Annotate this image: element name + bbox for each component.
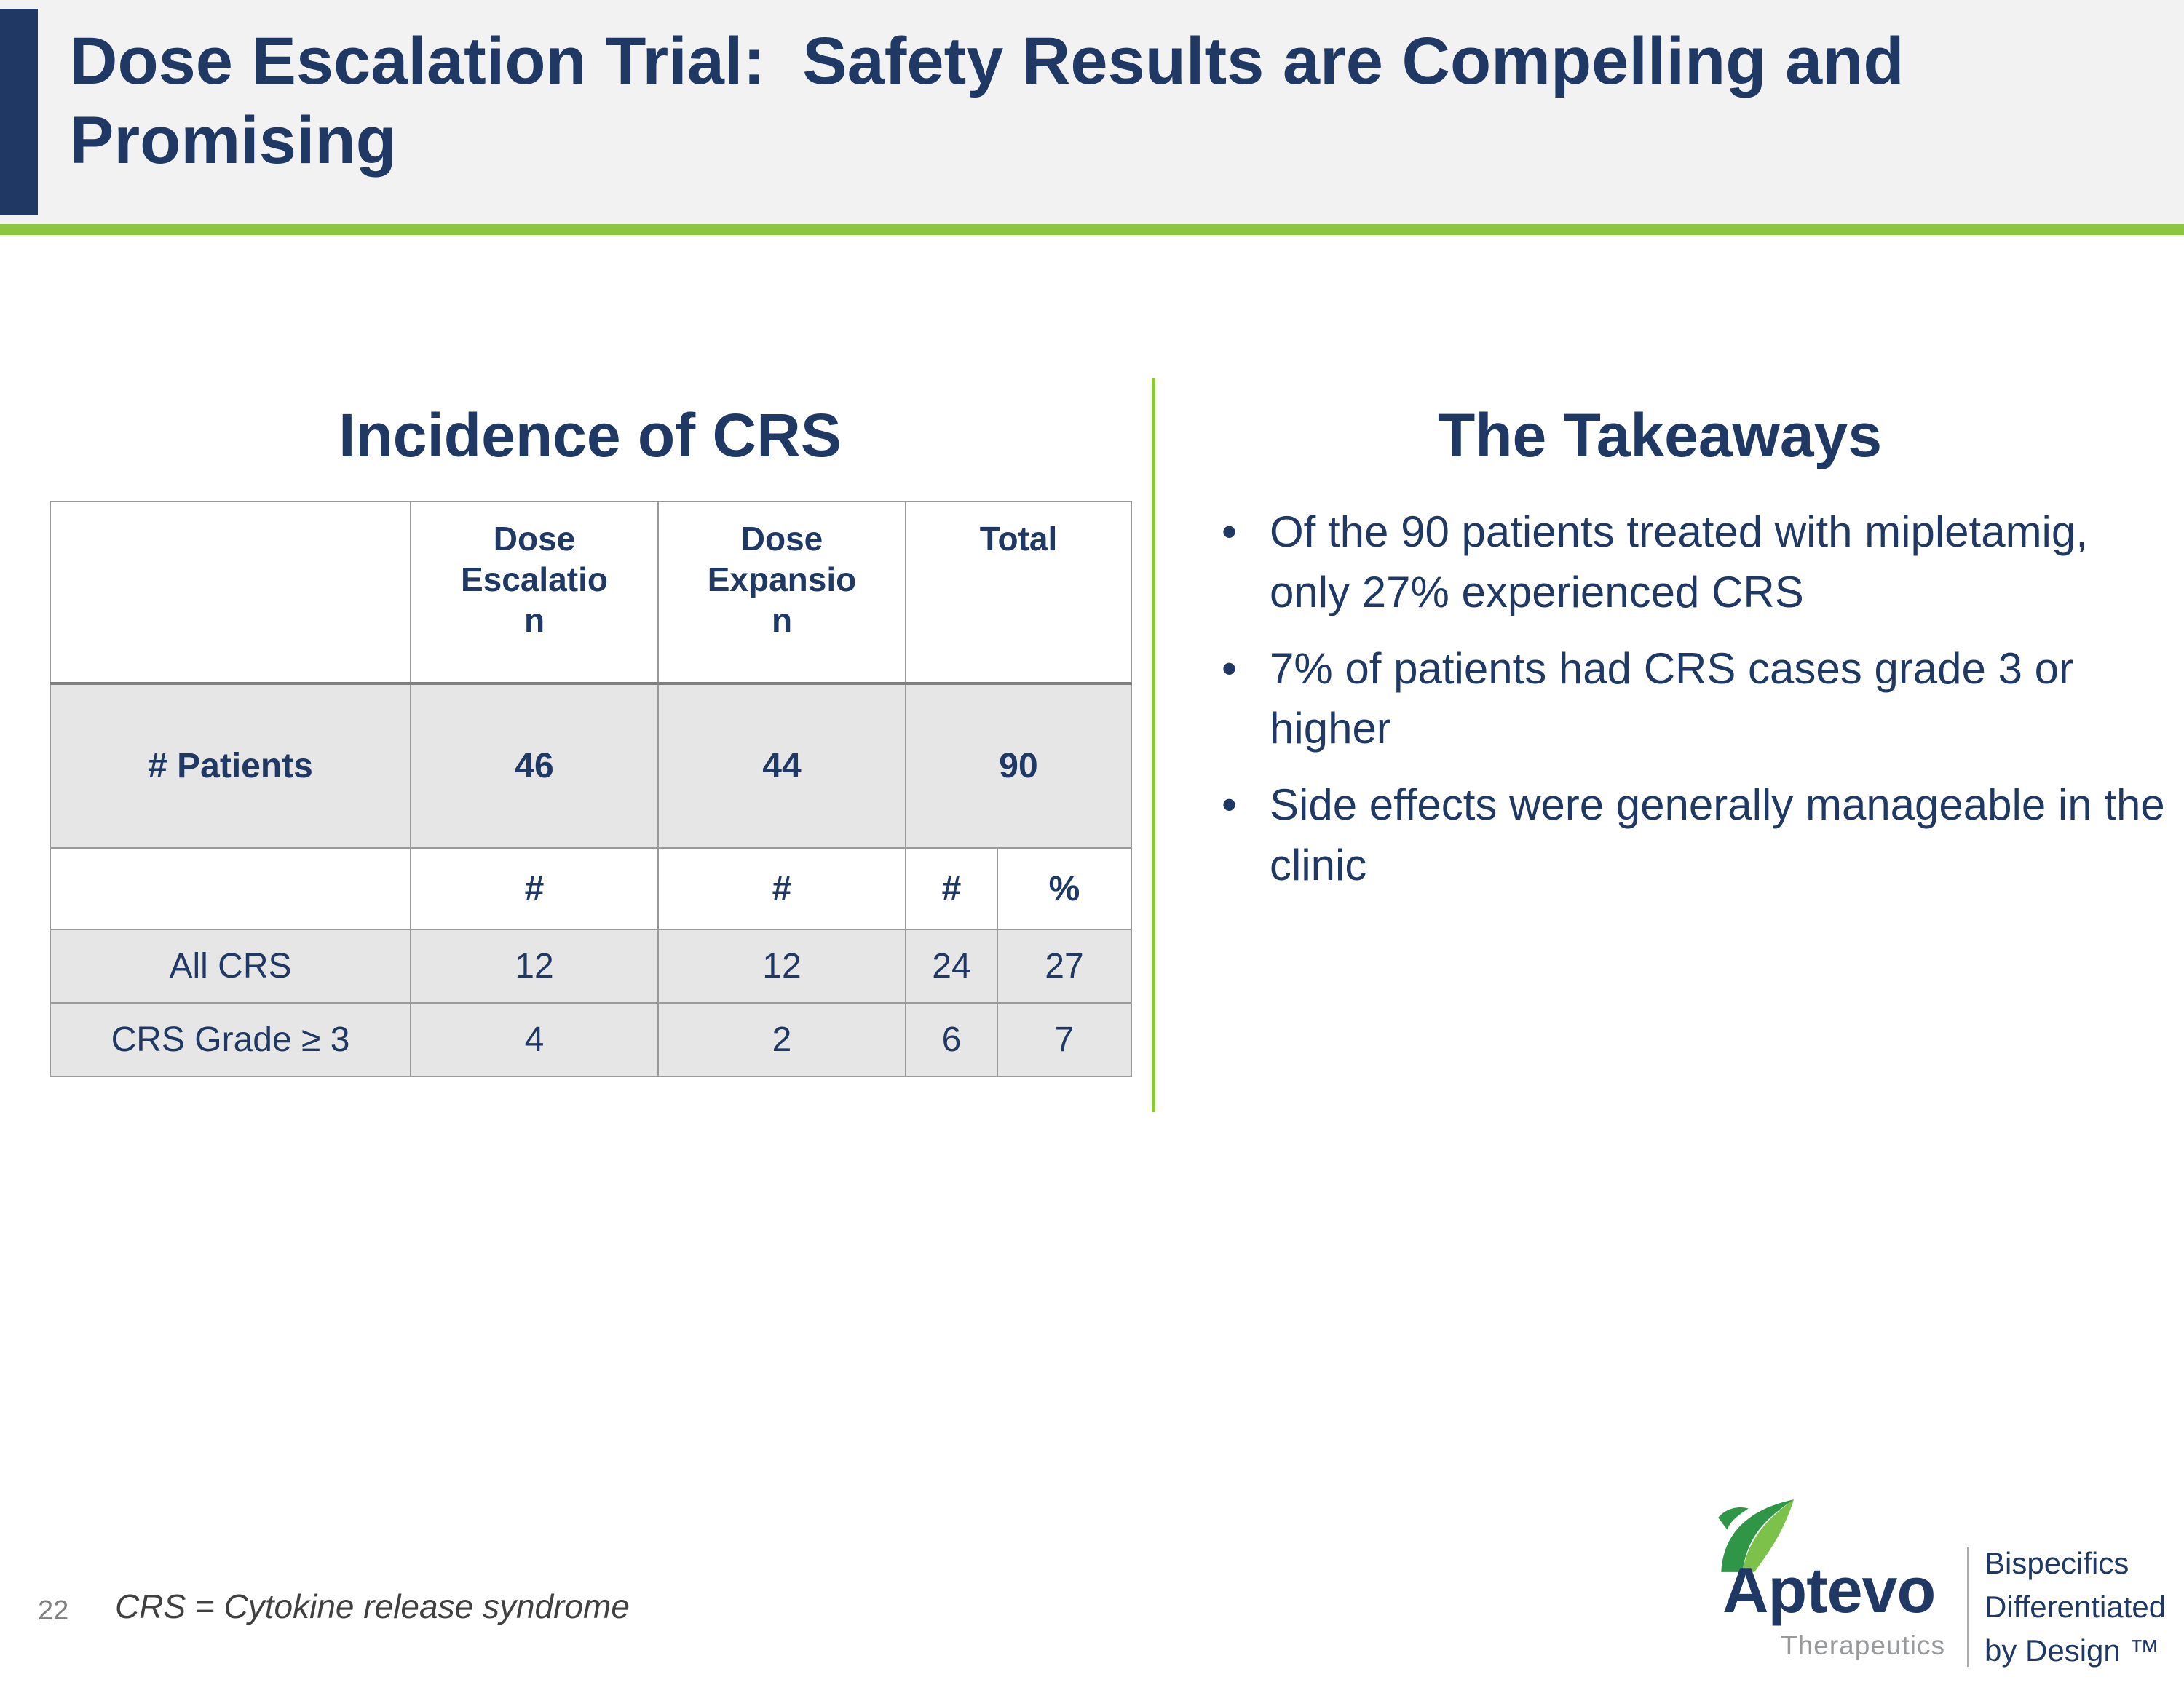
header-cell-dose-expansion: Dose Expansio n — [657, 501, 906, 684]
tagline-line: by Design ™ — [1985, 1633, 2160, 1668]
all-crs-dose-escalation: 12 — [410, 929, 659, 1004]
tagline-line: Bispecifics — [1985, 1546, 2129, 1580]
incidence-heading: Incidence of CRS — [339, 401, 842, 469]
grade3-total-pct: 7 — [997, 1002, 1132, 1077]
patients-dose-expansion: 44 — [657, 682, 906, 849]
green-rule — [0, 224, 2184, 235]
all-crs-dose-expansion: 12 — [657, 929, 906, 1004]
subheader-count-2: # — [657, 847, 906, 930]
takeaways-list: Of the 90 patients treated with mipletam… — [1217, 502, 2175, 912]
takeaways-heading: The Takeaways — [1437, 401, 1883, 469]
table-row-patients: # Patients 46 44 90 — [50, 682, 1132, 849]
patients-dose-escalation: 46 — [410, 682, 659, 849]
section-divider — [1152, 378, 1155, 1112]
grade3-total-n: 6 — [905, 1002, 998, 1077]
header-band — [0, 0, 2184, 224]
all-crs-label: All CRS — [50, 929, 411, 1004]
takeaway-bullet: 7% of patients had CRS cases grade 3 or … — [1217, 639, 2175, 760]
grade3-dose-expansion: 2 — [657, 1002, 906, 1077]
header-cell-total: Total — [905, 501, 1132, 684]
all-crs-total-pct: 27 — [997, 929, 1132, 1004]
takeaway-bullet: Of the 90 patients treated with mipletam… — [1217, 502, 2175, 623]
all-crs-total-n: 24 — [905, 929, 998, 1004]
header-cell-dose-escalation: Dose Escalatio n — [410, 501, 659, 684]
page-number: 22 — [38, 1595, 69, 1626]
patients-label: # Patients — [50, 682, 411, 849]
takeaway-bullet: Side effects were generally manageable i… — [1217, 775, 2175, 896]
table-header-row: Dose Escalatio n Dose Expansio n Total — [50, 501, 1132, 684]
slide-title: Dose Escalation Trial: Safety Results ar… — [69, 24, 1923, 178]
logo-tagline: Bispecifics Differentiated by Design ™ — [1985, 1542, 2174, 1673]
tagline-line: Differentiated — [1985, 1590, 2167, 1624]
header-accent-bar — [0, 9, 38, 215]
grade3-label: CRS Grade ≥ 3 — [50, 1002, 411, 1077]
table-subheader-row: # # # % — [50, 847, 1132, 930]
subheader-percent: % — [997, 847, 1132, 930]
aptevo-wordmark: Aptevo — [1722, 1554, 1936, 1626]
subheader-blank — [50, 847, 411, 930]
patients-total: 90 — [905, 682, 1132, 849]
logo-divider — [1967, 1547, 1969, 1667]
subheader-count-1: # — [410, 847, 659, 930]
footnote: CRS = Cytokine release syndrome — [115, 1587, 630, 1625]
aptevo-therapeutics-label: Therapeutics — [1781, 1630, 1945, 1660]
table-row-crs-grade3: CRS Grade ≥ 3 4 2 6 7 — [50, 1002, 1132, 1077]
grade3-dose-escalation: 4 — [410, 1002, 659, 1077]
subheader-count-3: # — [905, 847, 998, 930]
aptevo-logo-icon — [1718, 1499, 1795, 1572]
crs-incidence-table: Dose Escalatio n Dose Expansio n Total #… — [50, 501, 1132, 1077]
table-row-all-crs: All CRS 12 12 24 27 — [50, 929, 1132, 1004]
header-cell-blank — [50, 501, 411, 684]
